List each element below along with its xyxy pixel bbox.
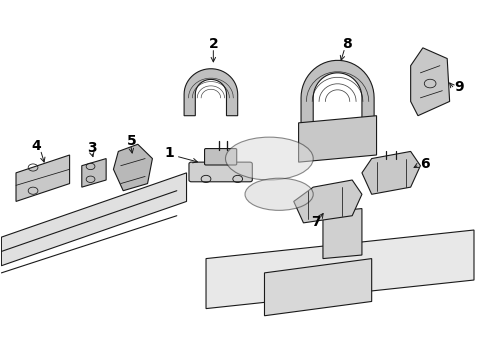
Polygon shape (114, 144, 152, 191)
Polygon shape (265, 258, 372, 316)
Polygon shape (184, 69, 238, 116)
Polygon shape (323, 208, 362, 258)
Ellipse shape (245, 178, 313, 210)
Ellipse shape (225, 137, 313, 180)
Polygon shape (82, 158, 106, 187)
Polygon shape (411, 48, 450, 116)
Polygon shape (362, 152, 420, 194)
Polygon shape (298, 116, 376, 162)
Text: 1: 1 (165, 146, 174, 160)
Text: 3: 3 (87, 141, 97, 155)
Polygon shape (1, 173, 187, 266)
FancyBboxPatch shape (204, 149, 237, 165)
Polygon shape (294, 180, 362, 223)
Text: 5: 5 (127, 134, 137, 148)
Text: 9: 9 (455, 80, 464, 94)
Text: 6: 6 (420, 157, 430, 171)
Polygon shape (16, 155, 70, 202)
Polygon shape (206, 230, 474, 309)
Polygon shape (301, 60, 374, 130)
FancyBboxPatch shape (189, 162, 252, 182)
Text: 2: 2 (208, 37, 218, 51)
Text: 8: 8 (343, 37, 352, 51)
Text: 4: 4 (31, 139, 41, 153)
Text: 7: 7 (311, 215, 320, 229)
